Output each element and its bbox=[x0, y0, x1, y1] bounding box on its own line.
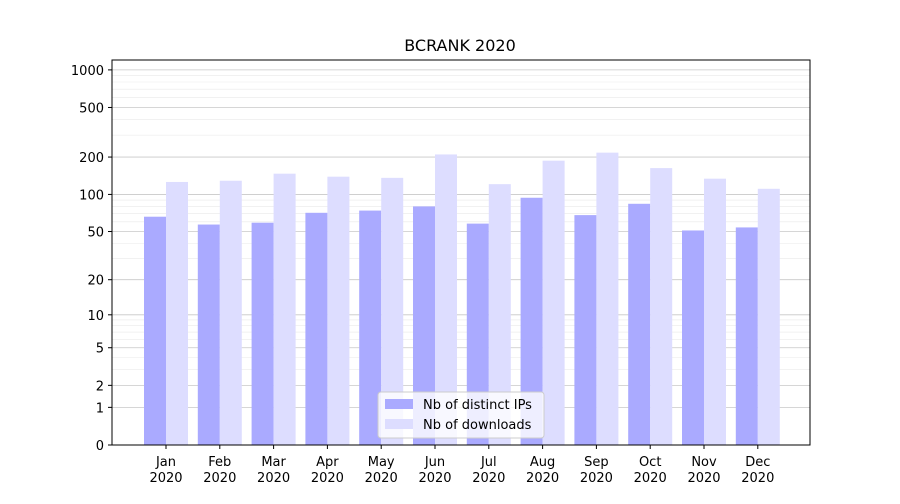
bar-downloads bbox=[435, 154, 457, 446]
y-tick-label: 2 bbox=[96, 379, 104, 394]
bar-downloads bbox=[757, 188, 780, 445]
legend-box bbox=[377, 391, 545, 439]
bar-downloads bbox=[381, 177, 404, 445]
y-tick-label: 0 bbox=[96, 439, 104, 454]
x-tick-label: Jul 2020 bbox=[472, 455, 505, 486]
y-tick-label: 5 bbox=[96, 342, 104, 357]
bar-downloads bbox=[166, 181, 188, 445]
bar-distinct-ips bbox=[520, 197, 543, 445]
y-tick-label: 10 bbox=[87, 309, 104, 324]
plot-frame bbox=[111, 59, 811, 446]
legend-swatch bbox=[385, 419, 413, 429]
bar-downloads bbox=[219, 180, 242, 445]
y-tick-label: 1 bbox=[96, 401, 104, 416]
x-tick-label: Aug 2020 bbox=[526, 455, 559, 486]
bar-distinct-ips bbox=[359, 210, 382, 445]
chart-title: BCRANK 2020 bbox=[404, 36, 516, 55]
bar-downloads bbox=[596, 152, 619, 445]
bar-distinct-ips bbox=[305, 212, 328, 445]
bar-distinct-ips bbox=[574, 215, 597, 445]
x-tick-label: Jun 2020 bbox=[418, 455, 451, 486]
x-tick-label: Sep 2020 bbox=[580, 455, 613, 486]
x-tick-label: May 2020 bbox=[365, 455, 398, 486]
bar-distinct-ips bbox=[413, 206, 435, 445]
legend-label: Nb of distinct IPs bbox=[423, 398, 532, 413]
y-tick-label: 500 bbox=[79, 101, 104, 116]
bar-downloads bbox=[650, 168, 673, 445]
y-tick-label: 1000 bbox=[71, 64, 104, 79]
bars bbox=[144, 152, 780, 446]
legend-swatch bbox=[385, 399, 413, 409]
x-tick-label: Feb 2020 bbox=[203, 455, 236, 486]
x-tick-label: Apr 2020 bbox=[311, 455, 344, 486]
bar-distinct-ips bbox=[628, 203, 651, 445]
x-tick-label: Mar 2020 bbox=[257, 455, 290, 486]
x-tick-label: Dec 2020 bbox=[741, 455, 774, 486]
bar-downloads bbox=[704, 178, 726, 445]
bar-distinct-ips bbox=[251, 222, 274, 445]
legend: Nb of distinct IPs Nb of downloads bbox=[377, 391, 545, 439]
x-tick-label: Jan 2020 bbox=[149, 455, 182, 486]
x-axis: Jan 2020 Feb 2020 Mar 2020 Apr 2020 May 2020 Jun 20… bbox=[149, 445, 774, 486]
y-tick-label: 200 bbox=[79, 151, 104, 166]
x-tick-label: Oct 2020 bbox=[634, 455, 667, 486]
bar-distinct-ips bbox=[735, 227, 758, 445]
x-tick-label: Nov 2020 bbox=[687, 455, 720, 486]
y-tick-label: 20 bbox=[87, 274, 104, 289]
bar-downloads bbox=[327, 176, 350, 445]
bar-downloads bbox=[273, 173, 296, 445]
y-tick-label: 50 bbox=[87, 226, 104, 241]
bar-downloads bbox=[542, 160, 565, 445]
bar-distinct-ips bbox=[197, 224, 220, 445]
legend-label: Nb of downloads bbox=[423, 418, 532, 433]
bar-distinct-ips bbox=[682, 230, 704, 445]
y-tick-label: 100 bbox=[79, 188, 104, 203]
y-axis: 0 1 2 5 10 20 50 100 200 500 1000 bbox=[71, 64, 112, 454]
bar-downloads bbox=[488, 184, 511, 445]
bar-distinct-ips bbox=[144, 216, 166, 445]
bar-distinct-ips bbox=[466, 223, 489, 445]
